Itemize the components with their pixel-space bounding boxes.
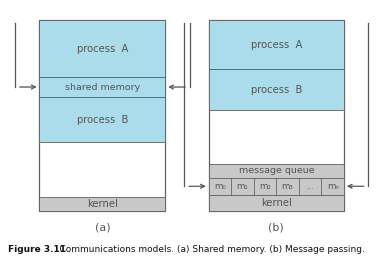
Bar: [39, 97, 165, 142]
Bar: [39, 77, 165, 97]
Text: process  A: process A: [251, 40, 302, 50]
Text: Figure 3.11: Figure 3.11: [8, 245, 65, 254]
Bar: [209, 164, 344, 178]
Text: mₙ: mₙ: [327, 182, 339, 191]
Text: kernel: kernel: [87, 199, 118, 209]
Bar: [321, 178, 344, 195]
Text: process  A: process A: [77, 44, 128, 54]
Bar: [39, 20, 165, 211]
Bar: [276, 178, 299, 195]
Text: kernel: kernel: [261, 198, 292, 208]
Text: m₁: m₁: [237, 182, 249, 191]
Bar: [39, 197, 165, 211]
Bar: [254, 178, 276, 195]
Text: m₃: m₃: [282, 182, 294, 191]
Bar: [209, 20, 344, 211]
Text: (a): (a): [95, 223, 110, 233]
Text: ...: ...: [306, 182, 314, 191]
Text: shared memory: shared memory: [65, 82, 140, 92]
Text: (b): (b): [268, 223, 284, 233]
Bar: [209, 178, 231, 195]
Bar: [209, 195, 344, 211]
Bar: [209, 69, 344, 110]
Text: m₀: m₀: [214, 182, 226, 191]
Text: m₂: m₂: [259, 182, 271, 191]
Bar: [299, 178, 321, 195]
Text: message queue: message queue: [238, 166, 314, 175]
Bar: [39, 20, 165, 77]
Text: process  B: process B: [77, 115, 128, 125]
Bar: [209, 20, 344, 69]
Text: process  B: process B: [251, 85, 302, 95]
Bar: [231, 178, 254, 195]
Text: Communications models. (a) Shared memory. (b) Message passing.: Communications models. (a) Shared memory…: [48, 245, 365, 254]
